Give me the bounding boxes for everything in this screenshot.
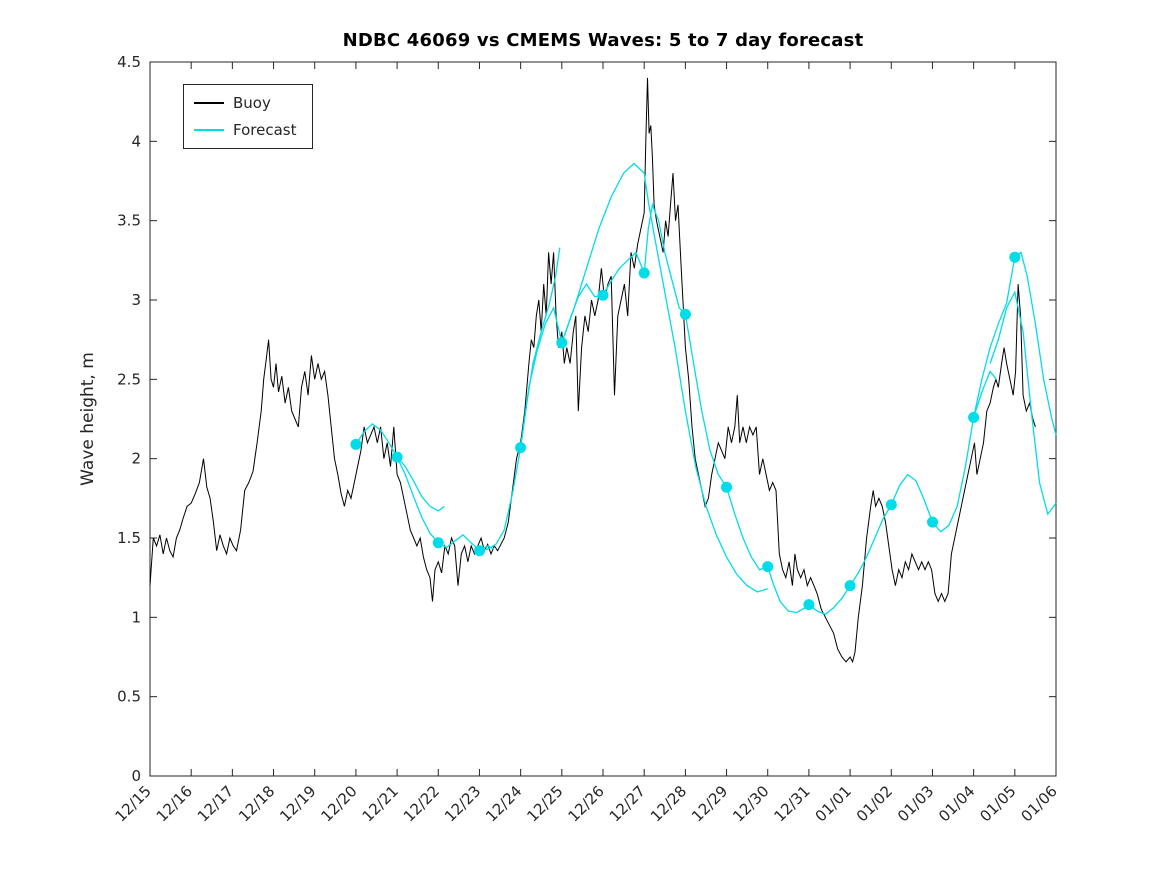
x-tick-label: 12/28 [647, 782, 690, 825]
legend: Buoy Forecast [183, 84, 314, 149]
x-tick-label: 12/26 [565, 782, 608, 825]
x-tick-label: 12/29 [688, 782, 731, 825]
y-tick-label: 3.5 [117, 212, 141, 230]
forecast-marker [844, 580, 856, 592]
x-tick-label: 12/25 [523, 782, 566, 825]
forecast-marker [556, 337, 568, 349]
forecast-marker [638, 267, 650, 279]
x-tick-label: 12/15 [112, 782, 155, 825]
x-tick-label: 01/04 [935, 782, 978, 825]
forecast-marker [968, 411, 980, 423]
y-tick-label: 2 [131, 450, 141, 468]
forecast-series-line [561, 162, 768, 593]
y-tick-label: 2.5 [117, 370, 141, 388]
forecast-marker [1009, 251, 1021, 263]
y-tick-label: 0.5 [117, 688, 141, 706]
chart-title: NDBC 46069 vs CMEMS Waves: 5 to 7 day fo… [342, 30, 864, 51]
forecast-series-line [396, 456, 495, 552]
axes-box [149, 61, 1057, 777]
x-tick-label: 01/02 [853, 782, 896, 825]
x-tick-label: 12/16 [153, 782, 196, 825]
x-tick-label: 12/24 [482, 782, 525, 825]
x-tick-label: 12/27 [606, 782, 649, 825]
y-tick-label: 3 [131, 291, 141, 309]
forecast-marker [474, 545, 485, 557]
legend-label-buoy: Buoy [233, 94, 271, 112]
y-axis-label: Wave height, m [78, 352, 98, 486]
forecast-marker [721, 481, 732, 493]
forecast-series-line [989, 290, 1057, 516]
forecast-marker [679, 308, 691, 320]
x-tick-label: 01/03 [894, 782, 937, 825]
forecast-marker [803, 599, 815, 611]
x-tick-label: 12/20 [317, 782, 360, 825]
legend-item-forecast: Forecast [194, 121, 296, 139]
y-tick-label: 4 [131, 132, 141, 150]
x-tick-label: 01/05 [976, 782, 1019, 825]
forecast-series-line [479, 247, 561, 552]
forecast-marker [762, 561, 774, 573]
forecast-marker [350, 438, 362, 450]
x-tick-label: 01/06 [1018, 782, 1061, 825]
forecast-marker [885, 499, 897, 511]
forecast-line-sample [194, 129, 224, 131]
x-tick-label: 01/01 [812, 782, 855, 825]
forecast-marker [927, 516, 938, 528]
y-tick-label: 1.5 [117, 529, 141, 547]
x-tick-label: 12/21 [359, 782, 402, 825]
y-tick-label: 1 [131, 608, 141, 626]
legend-item-buoy: Buoy [194, 94, 296, 112]
buoy-series-line [149, 77, 1036, 664]
forecast-series-line [602, 202, 997, 615]
forecast-series-line [972, 251, 1057, 436]
y-tick-label: 4.5 [117, 53, 141, 71]
forecast-marker [391, 451, 403, 463]
x-tick-label: 12/23 [441, 782, 484, 825]
forecast-marker [597, 289, 609, 301]
forecast-series-line [355, 422, 445, 512]
buoy-line-sample [194, 102, 224, 104]
forecast-marker [432, 537, 444, 549]
legend-label-forecast: Forecast [233, 121, 297, 139]
x-tick-label: 12/31 [770, 782, 813, 825]
x-tick-label: 12/30 [729, 782, 772, 825]
y-tick-label: 0 [131, 767, 141, 785]
forecast-marker [515, 442, 527, 454]
x-tick-label: 12/19 [276, 782, 319, 825]
x-tick-label: 12/18 [235, 782, 278, 825]
x-tick-label: 12/17 [194, 782, 237, 825]
x-tick-label: 12/22 [400, 782, 443, 825]
